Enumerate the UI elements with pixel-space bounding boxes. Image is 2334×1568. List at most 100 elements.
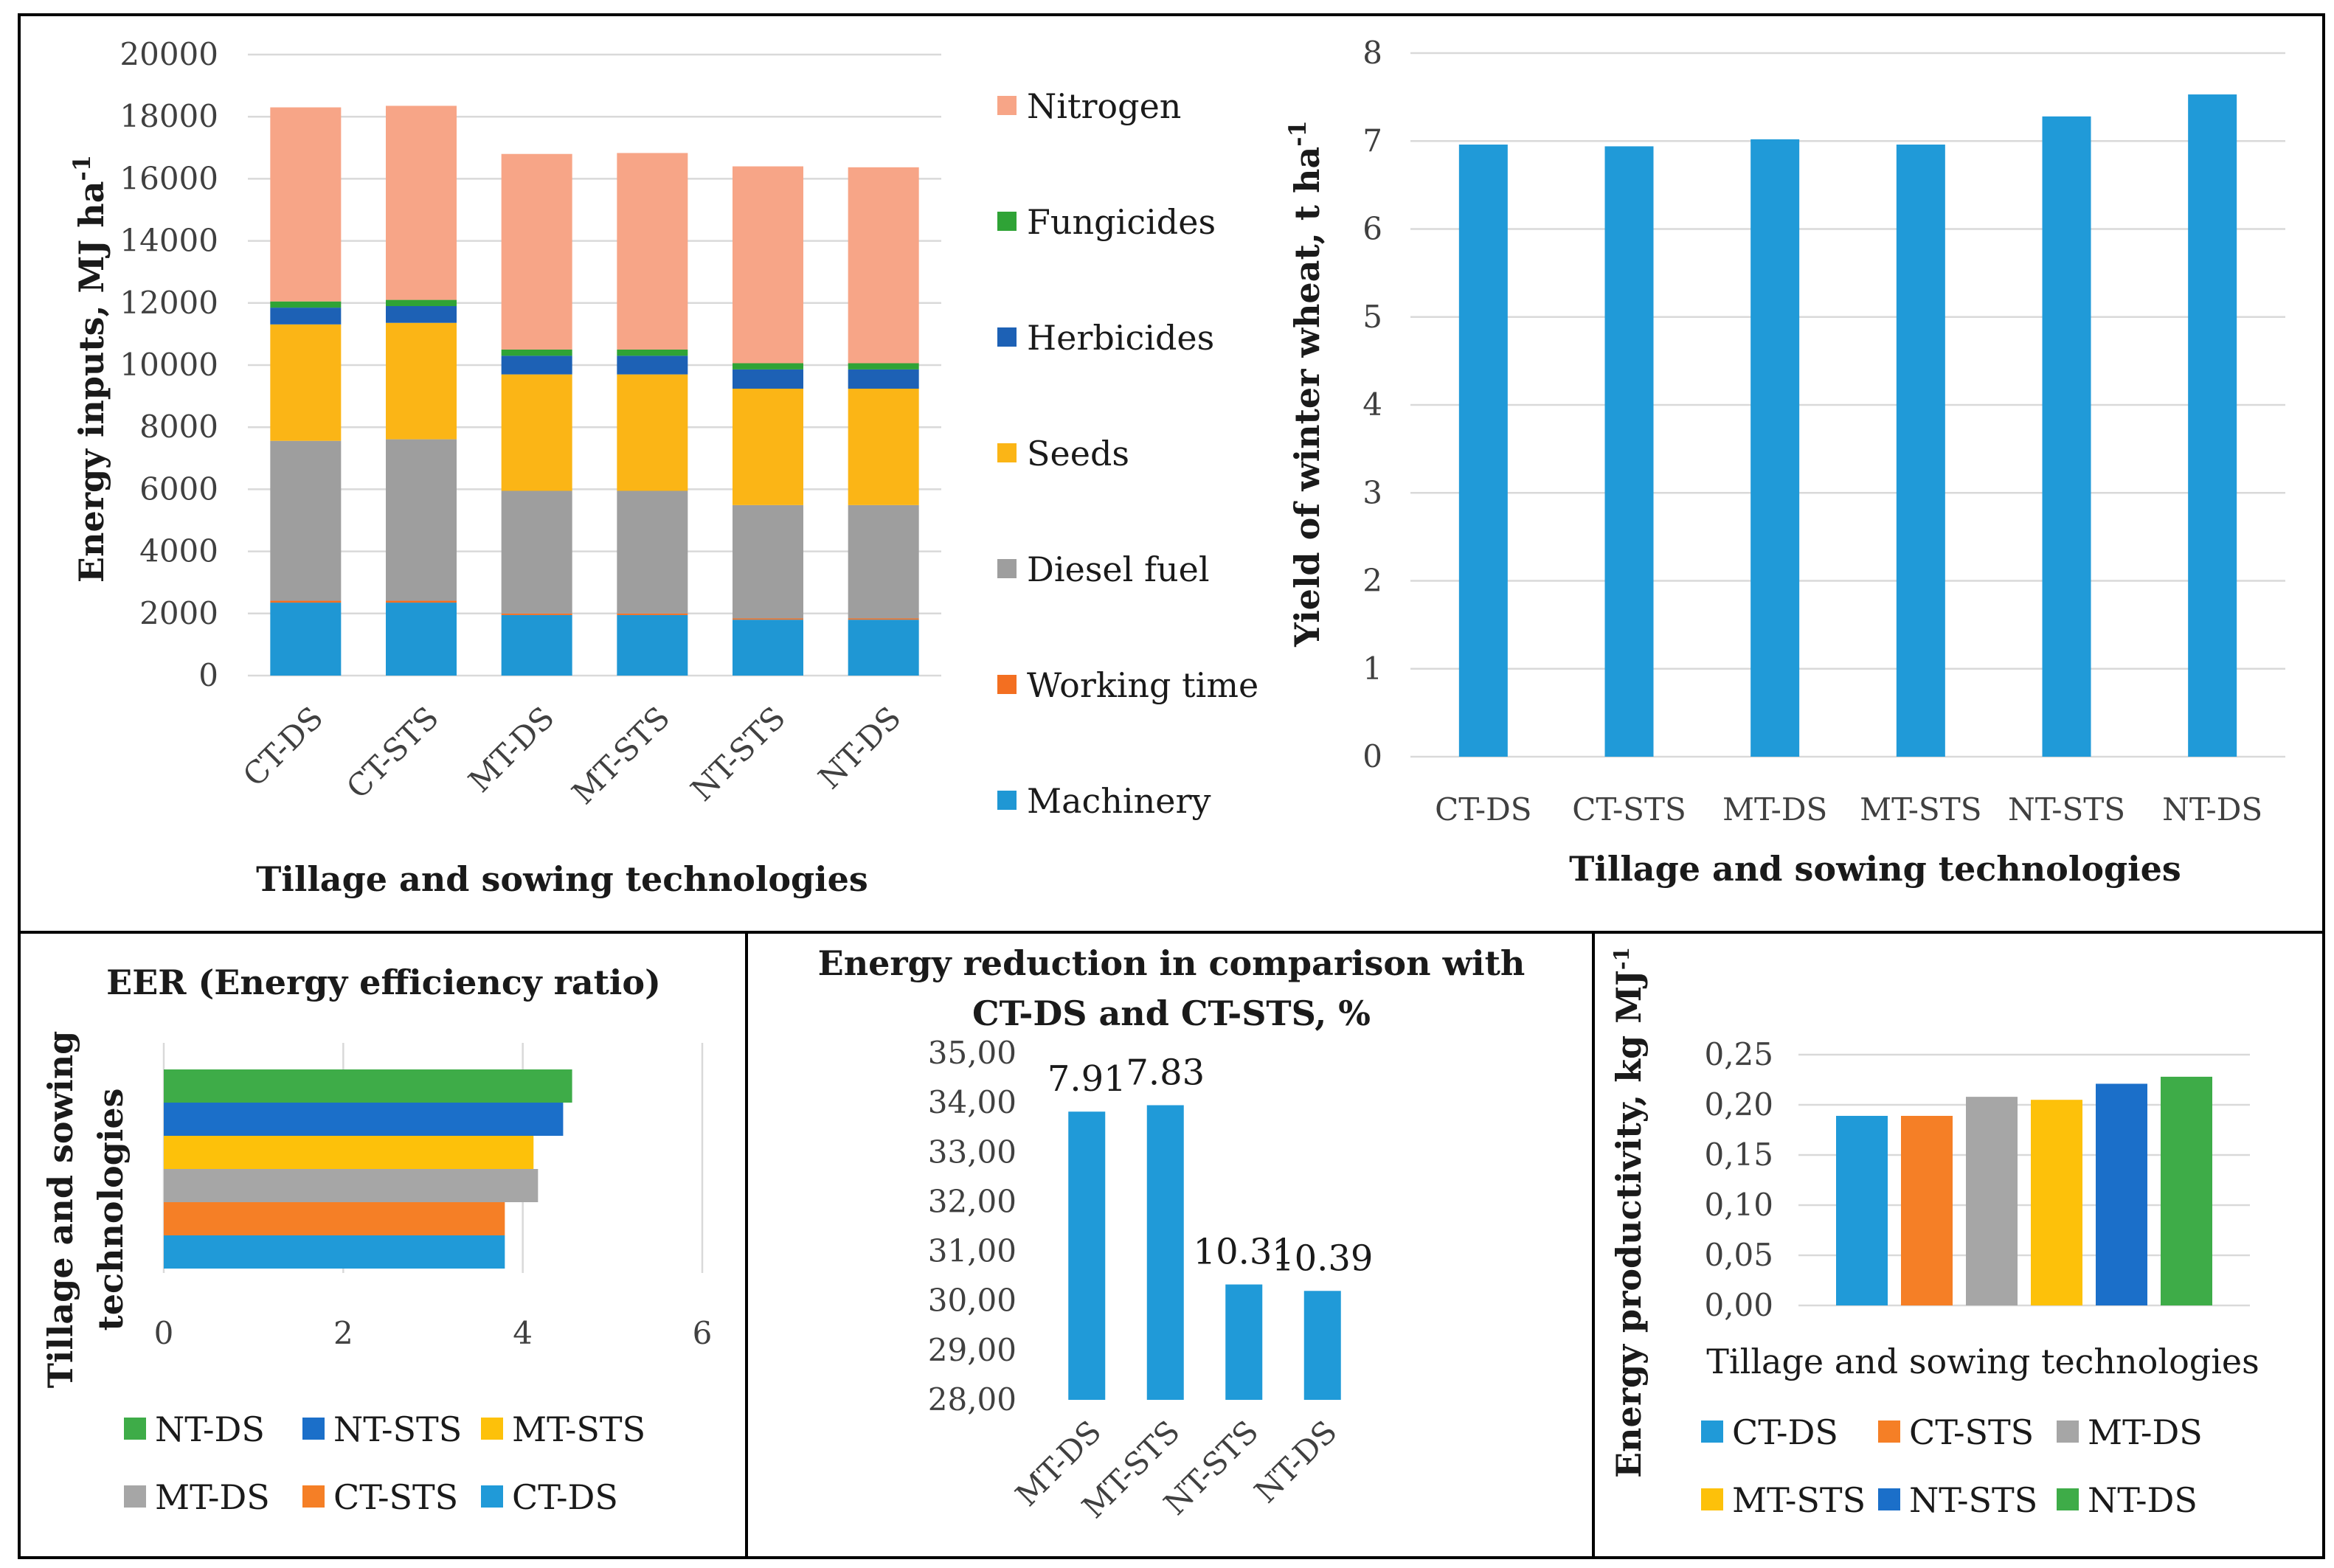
energy-inputs-bar-fungicides [848, 363, 919, 370]
eer-legend-swatch-ct-ds [481, 1485, 503, 1508]
energy-inputs-bar-nitrogen [270, 107, 342, 302]
yield-bar-mt-sts [1896, 145, 1945, 757]
energy-inputs-bar-herbicides [501, 355, 572, 375]
energy-inputs-xtick-label: CT-STS [339, 699, 446, 805]
eer-bar-ct-ds [164, 1235, 505, 1269]
energy-inputs-bar-machinery [270, 603, 342, 676]
yield-xlabel: Tillage and sowing technologies [1569, 849, 2181, 889]
eer-legend-swatch-ct-sts [302, 1485, 325, 1508]
energy-reduction-data-label: 7.91 [1047, 1058, 1126, 1100]
eer-xtick-label: 4 [513, 1315, 533, 1351]
energy-inputs-ytick-label: 4000 [139, 533, 218, 569]
chart-energy-inputs: 0 2000 4000 6000 8000 10000 12000 14000 16000 180… [68, 36, 1258, 899]
energy-inputs-bar-nitrogen [501, 153, 572, 350]
energy-reduction-data-label: 10.31 [1194, 1232, 1295, 1273]
energy-productivity-legend-label-nt-ds: NT-DS [2088, 1480, 2198, 1520]
energy-inputs-bar-seeds [386, 322, 457, 440]
energy-reduction-bar-nt-sts [1225, 1284, 1263, 1400]
energy-inputs-xticks: CT-DS CT-STS MT-DS MT-STS NT-STS NT-DS [236, 699, 908, 811]
energy-inputs-ytick-label: 14000 [120, 223, 218, 259]
yield-yticks: 0 1 2 3 4 5 6 7 8 [1362, 35, 1382, 774]
eer-bar-nt-sts [164, 1103, 564, 1136]
energy-productivity-ytick-label: 0,25 [1704, 1036, 1773, 1072]
energy-inputs-ytick-label: 18000 [120, 98, 218, 134]
eer-xticks: 0 2 4 6 [154, 1315, 713, 1351]
energy-reduction-ytick-label: 30,00 [928, 1283, 1017, 1319]
yield-xtick-label: NT-STS [2008, 791, 2125, 828]
energy-productivity-ytick-label: 0,15 [1704, 1137, 1773, 1173]
eer-ylabel-line2: technologies [91, 1088, 131, 1331]
eer-legend-label-ct-ds: CT-DS [512, 1477, 618, 1517]
energy-inputs-xtick-label: MT-DS [462, 699, 561, 799]
energy-inputs-bar-diesel-fuel [848, 504, 919, 619]
eer-legend-swatch-nt-sts [302, 1418, 325, 1440]
energy-inputs-bar-diesel-fuel [617, 490, 688, 614]
energy-reduction-ytick-label: 31,00 [928, 1233, 1017, 1269]
energy-productivity-bar-ct-sts [1901, 1115, 1953, 1305]
chart-energy-productivity: 0,00 0,05 0,10 0,15 0,20 0,25 Energy producti… [1609, 947, 2259, 1520]
yield-ytick-label: 7 [1362, 122, 1382, 159]
eer-legend-label-mt-ds: MT-DS [155, 1477, 270, 1517]
yield-bar-ct-ds [1458, 145, 1508, 757]
eer-title: EER (Energy efficiency ratio) [106, 962, 661, 1002]
energy-productivity-legend-swatch-nt-ds [2057, 1488, 2079, 1510]
energy-reduction-ytick-label: 35,00 [928, 1035, 1017, 1071]
energy-productivity-ytick-label: 0,00 [1704, 1287, 1773, 1323]
yield-xtick-label: CT-DS [1435, 791, 1531, 828]
legend-label-fungicides: Fungicides [1027, 202, 1216, 242]
energy-inputs-ytick-label: 12000 [120, 285, 218, 321]
energy-productivity-legend-swatch-mt-ds [2057, 1420, 2079, 1443]
energy-reduction-ytick-label: 29,00 [928, 1332, 1017, 1368]
legend-label-herbicides: Herbicides [1027, 318, 1214, 358]
energy-inputs-bar-working-time [501, 613, 572, 615]
energy-inputs-bar-seeds [501, 374, 572, 491]
eer-bar-mt-ds [164, 1169, 539, 1202]
eer-bars [164, 1069, 572, 1269]
energy-productivity-bars [1836, 1076, 2212, 1305]
eer-bar-nt-ds [164, 1069, 572, 1103]
energy-reduction-title-line2: CT-DS and CT-STS, % [972, 993, 1371, 1033]
energy-productivity-xlabel: Tillage and sowing technologies [1706, 1342, 2259, 1381]
energy-inputs-bar-working-time [386, 600, 457, 603]
energy-inputs-bar-herbicides [617, 355, 688, 375]
energy-inputs-bar-fungicides [733, 363, 803, 370]
energy-inputs-bars [270, 105, 919, 676]
energy-inputs-bar-nitrogen [386, 105, 457, 300]
energy-productivity-legend-swatch-nt-sts [1878, 1488, 1900, 1510]
energy-inputs-ytick-label: 2000 [139, 595, 218, 631]
energy-inputs-legend: Nitrogen Fungicides Herbicides Seeds Diesel … [997, 86, 1258, 821]
energy-productivity-bar-ct-ds [1836, 1115, 1888, 1305]
energy-inputs-xlabel: Tillage and sowing technologies [256, 859, 868, 899]
legend-label-seeds: Seeds [1027, 434, 1129, 473]
energy-reduction-bar-mt-ds [1068, 1111, 1106, 1400]
chart-eer: EER (Energy efficiency ratio) 0 2 4 6 Tilla… [41, 962, 712, 1517]
energy-inputs-ytick-label: 16000 [120, 160, 218, 196]
legend-label-nitrogen: Nitrogen [1027, 86, 1181, 126]
figure-frame [18, 13, 2325, 1559]
yield-ytick-label: 3 [1362, 474, 1382, 510]
legend-swatch-fungicides [997, 212, 1017, 231]
energy-inputs-bar-seeds [270, 324, 342, 441]
energy-inputs-bar-machinery [386, 603, 457, 676]
panel-borders [18, 13, 2325, 1559]
yield-ytick-label: 5 [1362, 299, 1382, 335]
chart-yield: 0 1 2 3 4 5 6 7 8 CT-DS CT-STS MT-DS MT-STS NT-STS NT… [1284, 35, 2285, 889]
energy-inputs-xtick-label: MT-STS [565, 699, 677, 811]
yield-bars [1458, 94, 2237, 757]
energy-inputs-bar-machinery [848, 620, 919, 676]
energy-inputs-bar-machinery [617, 614, 688, 676]
energy-inputs-ytick-label: 20000 [120, 36, 218, 72]
energy-reduction-bar-mt-sts [1146, 1105, 1184, 1400]
energy-reduction-ytick-label: 32,00 [928, 1183, 1017, 1219]
eer-legend-label-nt-sts: NT-STS [333, 1409, 462, 1449]
energy-productivity-legend: CT-DS CT-STS MT-DS MT-STS NT-STS NT-DS [1701, 1412, 2203, 1520]
energy-productivity-bar-mt-sts [2031, 1100, 2082, 1305]
eer-legend-label-ct-sts: CT-STS [333, 1477, 458, 1517]
energy-reduction-yticks: 28,00 29,00 30,00 31,00 32,00 33,00 34,00 35,00 [928, 1035, 1017, 1418]
yield-ytick-label: 4 [1362, 386, 1382, 423]
eer-legend-label-nt-ds: NT-DS [155, 1409, 265, 1449]
energy-inputs-xtick-label: NT-DS [811, 699, 908, 796]
